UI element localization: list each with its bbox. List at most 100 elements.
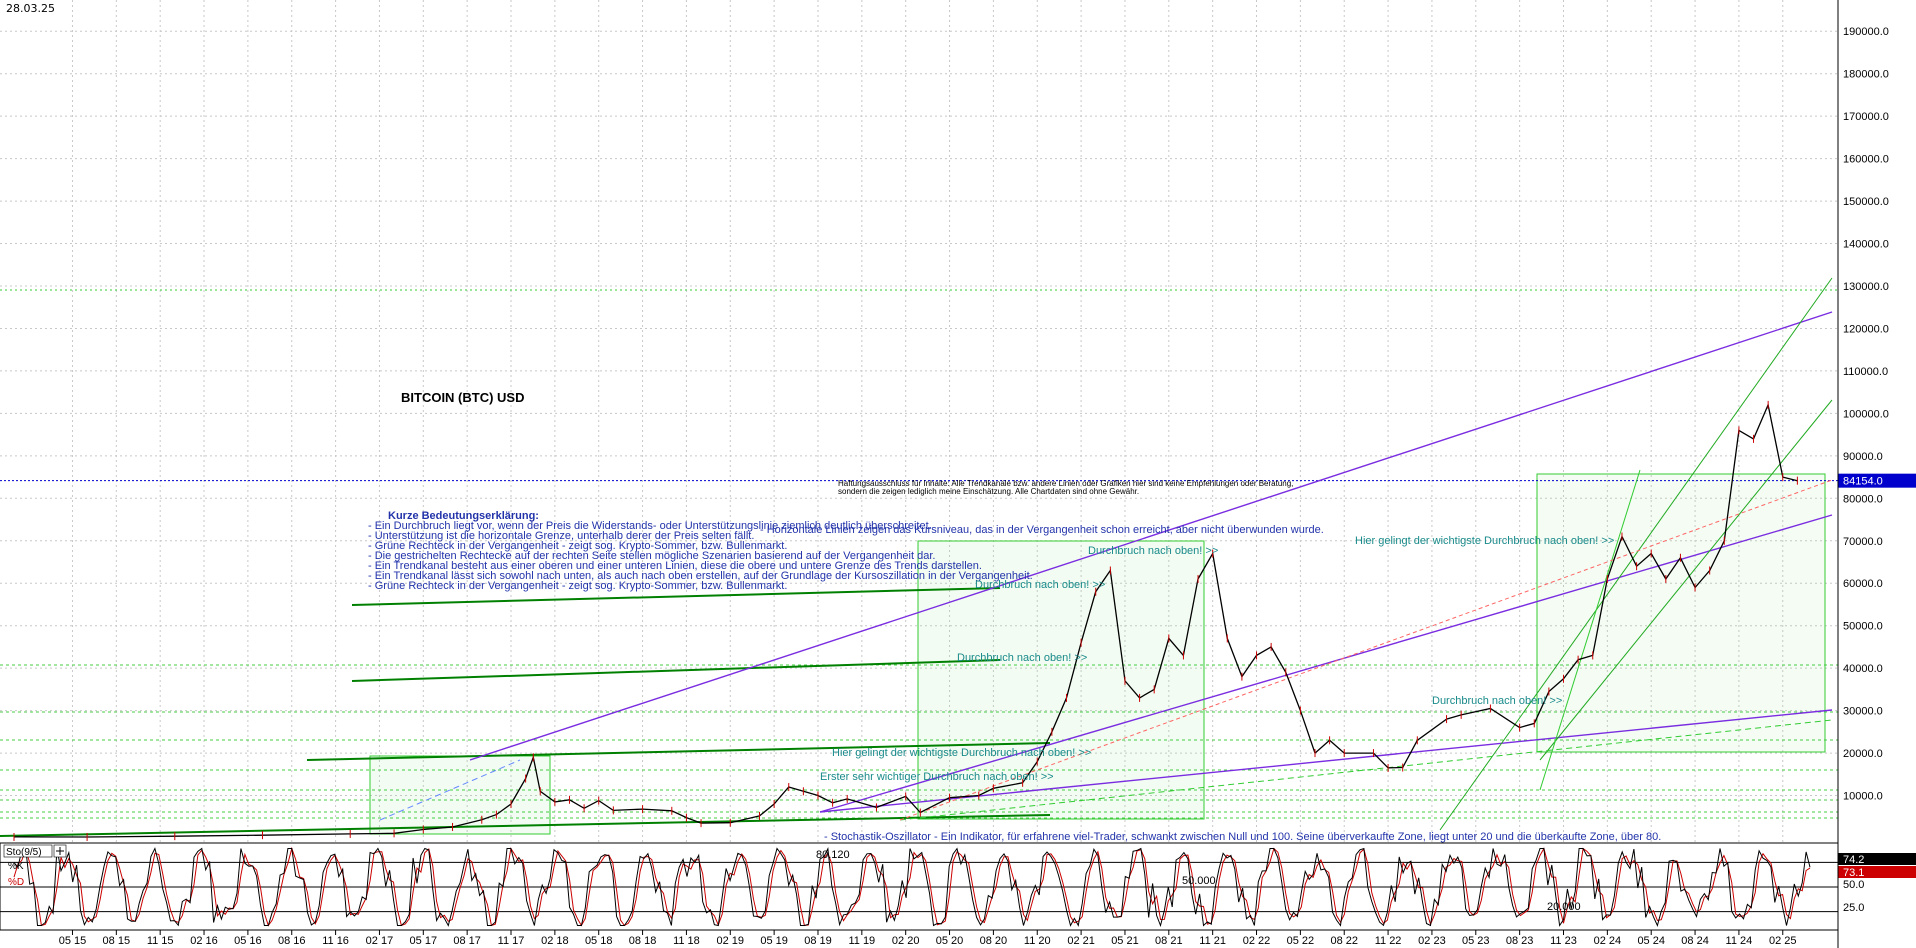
legend-line: - Ein Durchbruch liegt vor, wenn der Pre… — [368, 520, 932, 532]
y-tick-label: 120000.0 — [1843, 323, 1889, 335]
x-tick-label: 02 22 — [1243, 935, 1271, 947]
breakout-label: Hier gelingt der wichtigste Durchbruch n… — [1355, 535, 1614, 547]
x-tick-label: 02 19 — [717, 935, 745, 947]
projection-line — [899, 719, 1833, 821]
x-tick-label: 02 16 — [190, 935, 218, 947]
y-tick-label: 40000.0 — [1843, 663, 1883, 675]
current-price-badge: 84154.0 — [1838, 473, 1916, 488]
stochastic-series — [13, 846, 1811, 928]
x-tick-label: 08 18 — [629, 935, 657, 947]
breakout-label: Erster sehr wichtiger Durchbruch nach ob… — [820, 771, 1054, 783]
legend-line: - Grüne Rechteck in der Vergangenheit - … — [368, 540, 787, 552]
x-tick-label: 02 17 — [366, 935, 394, 947]
y-tick-label: 170000.0 — [1843, 111, 1889, 123]
x-tick-label: 05 23 — [1462, 935, 1490, 947]
resistance-line — [351, 587, 1001, 606]
x-tick-label: 08 17 — [453, 935, 481, 947]
x-tick-label: 11 22 — [1375, 935, 1402, 947]
x-tick-label: 05 22 — [1287, 935, 1315, 947]
legend-line: - Ein Trendkanal lässt sich sowohl nach … — [368, 570, 1033, 582]
y-tick-label: 100000.0 — [1843, 408, 1889, 420]
k-value-label: 74.2 — [1843, 854, 1864, 866]
x-tick-label: 02 25 — [1769, 935, 1797, 947]
stochastic-d-line — [13, 846, 1811, 927]
x-tick-label: 11 24 — [1726, 935, 1753, 947]
vertical-gridlines — [71, 0, 1784, 930]
horizontal-gridlines — [0, 30, 1838, 797]
x-tick-label: 08 15 — [103, 935, 131, 947]
x-tick-label: 11 17 — [498, 935, 525, 947]
breakout-label: Durchbruch nach oben! >> — [1432, 695, 1562, 707]
projection-line — [379, 759, 521, 821]
y-tick-label: 50000.0 — [1843, 621, 1883, 633]
series-k-label: %K — [8, 861, 24, 872]
y-tick-label: 130000.0 — [1843, 281, 1889, 293]
x-tick-label: 08 24 — [1681, 935, 1709, 947]
x-tick-label: 08 21 — [1155, 935, 1183, 947]
legend-line: - Unterstützung ist die horizontale Gren… — [368, 530, 754, 542]
breakout-label: Durchbruch nach oben! >> — [957, 652, 1087, 664]
stochastic-title-box — [3, 844, 53, 858]
x-tick-label: 05 20 — [936, 935, 964, 947]
y-tick-label: 110000.0 — [1843, 366, 1888, 378]
y-tick-label: 70000.0 — [1843, 536, 1883, 548]
x-tick-label: 05 16 — [234, 935, 262, 947]
channel-line — [1539, 469, 1641, 791]
x-axis: 05 15 08 15 11 15 02 16 05 16 08 16 11 16 02 17… — [0, 929, 1838, 947]
x-tick-label: 08 23 — [1506, 935, 1534, 947]
x-tick-label: 02 18 — [541, 935, 569, 947]
sto-tick-label: 25.0 — [1843, 902, 1864, 914]
x-tick-label: 05 18 — [585, 935, 613, 947]
y-tick-label: 160000.0 — [1843, 154, 1889, 166]
y-axis-ticks: 10000.0 20000.0 30000.0 40000.0 50000.0 60000… — [1843, 26, 1889, 802]
x-tick-label: 05 21 — [1111, 935, 1139, 947]
stochastic-note: - Stochastik-Oszillator - Ein Indikator,… — [824, 831, 1661, 843]
bull-market-box — [1536, 473, 1826, 753]
x-tick-label: 08 20 — [980, 935, 1008, 947]
legend-line: - Grüne Rechteck in der Vergangenheit - … — [368, 580, 787, 592]
x-tick-label: 11 23 — [1550, 935, 1577, 947]
trend-overlays — [0, 277, 1838, 837]
d-value-marker — [1838, 866, 1916, 878]
price-panel: 10000.0 20000.0 30000.0 40000.0 50000.0 60000… — [0, 0, 1889, 930]
disclaimer-line-2: sondern die zeigen lediglich meine Einsc… — [838, 487, 1139, 496]
expand-icon[interactable] — [53, 844, 67, 858]
legend-line: - Ein Trendkanal besteht aus einer obere… — [368, 560, 982, 572]
x-tick-label: 08 19 — [804, 935, 832, 947]
breakout-label: Hier gelingt der wichtigste Durchbruch n… — [832, 747, 1091, 759]
breakout-label: Durchbruch nach oben! >> — [975, 579, 1105, 591]
y-tick-label: 150000.0 — [1843, 196, 1889, 208]
y-tick-label: 80000.0 — [1843, 493, 1883, 505]
x-tick-label: 05 15 — [59, 935, 87, 947]
x-tick-label: 11 20 — [1024, 935, 1051, 947]
disclaimer-line-1: Haftungsausschluss für Inhalte: Alle Tre… — [838, 479, 1293, 488]
breakout-label: Durchbruch nach oben! >> — [1088, 545, 1218, 557]
x-tick-label: 05 24 — [1637, 935, 1665, 947]
x-tick-label: 11 21 — [1199, 935, 1226, 947]
x-tick-label: 11 16 — [322, 935, 349, 947]
chart-title: BITCOIN (BTC) USD — [401, 390, 525, 405]
breakout-labels: Durchbruch nach oben! >> Durchbruch nach… — [820, 535, 1614, 783]
channel-line — [1539, 399, 1833, 761]
series-d-label: %D — [8, 877, 24, 888]
stochastic-k-line — [13, 847, 1811, 928]
projection-line — [899, 479, 1833, 821]
x-tick-label: 05 19 — [760, 935, 788, 947]
x-tick-label: 11 18 — [673, 935, 700, 947]
stochastic-title[interactable]: Sto(9/5) — [6, 847, 42, 858]
disclaimer: Haftungsausschluss für Inhalte: Alle Tre… — [838, 479, 1293, 496]
legend-title: Kurze Bedeutungserklärung: — [388, 510, 539, 522]
channel-line — [1439, 277, 1833, 831]
price-series — [13, 400, 1798, 841]
legend-block: Kurze Bedeutungserklärung: - Ein Durchbr… — [368, 510, 1033, 592]
current-price-marker — [1838, 473, 1916, 488]
channel-line — [819, 709, 1833, 813]
resistance-line — [306, 742, 1051, 761]
channel-line — [469, 311, 1833, 761]
y-tick-label: 90000.0 — [1843, 451, 1883, 463]
y-tick-label: 180000.0 — [1843, 69, 1889, 81]
chart-date: 28.03.25 — [6, 2, 55, 15]
x-tick-label: 02 20 — [892, 935, 920, 947]
x-tick-label: 08 16 — [278, 935, 306, 947]
level-20-label: 20.000 — [1547, 901, 1581, 913]
